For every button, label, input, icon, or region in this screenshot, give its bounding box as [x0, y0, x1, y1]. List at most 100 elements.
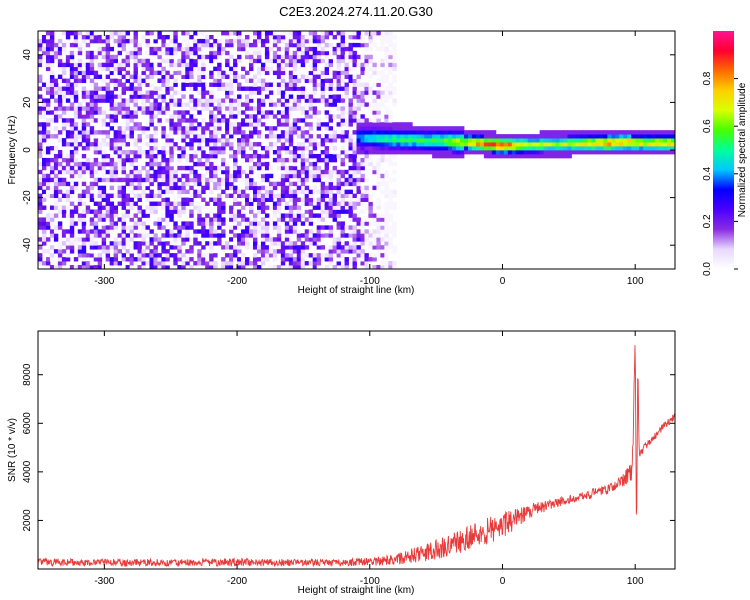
spectrogram-cell: [165, 74, 170, 79]
spectrogram-cell: [213, 98, 218, 103]
spectrogram-cell: [49, 110, 55, 115]
spectrogram-cell: [324, 209, 330, 214]
spectrogram-cell: [328, 78, 334, 83]
spectrogram-cell: [133, 38, 138, 44]
spectrogram-cell: [320, 142, 326, 147]
spectrogram-cell: [53, 110, 59, 115]
spectrogram-cell: [296, 94, 302, 99]
spectrogram-cell: [229, 213, 234, 218]
spectrogram-cell: [217, 209, 222, 214]
spectrogram-cell: [348, 245, 353, 250]
spectrogram-cell: [129, 201, 134, 206]
spectrogram-cell: [388, 153, 393, 159]
spectrogram-cell: [105, 94, 111, 99]
spectrogram-cell: [129, 229, 134, 234]
spectrogram-cell: [372, 245, 377, 250]
spectrogram-cell: [503, 150, 509, 155]
spectrogram-cell: [113, 114, 119, 119]
spectrogram-cell: [117, 106, 123, 111]
spectrogram-cell: [245, 237, 250, 242]
spectrogram-cell: [125, 122, 130, 127]
spectrogram-cell: [503, 146, 509, 151]
spectrogram-cell: [197, 82, 202, 87]
spectrogram-cell: [344, 138, 349, 143]
spectrogram-cell: [615, 138, 620, 143]
spectrogram-cell: [312, 138, 318, 143]
spectrogram-cell: [145, 225, 150, 230]
spectrogram-cell: [49, 78, 55, 83]
spectrogram-cell: [256, 245, 262, 250]
spectrogram-cell: [340, 86, 345, 91]
spectrogram-cell: [69, 102, 75, 107]
spectrogram-cell: [65, 169, 71, 175]
spectrogram-cell: [475, 134, 481, 139]
spectrogram-cell: [133, 54, 138, 60]
spectrogram-cell: [348, 173, 353, 179]
spectrogram-cell: [324, 86, 330, 91]
spectrogram-cell: [105, 74, 111, 79]
spectrogram-cell: [360, 126, 365, 131]
spectrogram-cell: [121, 221, 126, 226]
spectrogram-cell: [77, 102, 83, 107]
spectrogram-cell: [113, 106, 119, 111]
spectrogram-cell: [380, 265, 385, 269]
spectrogram-cell: [272, 237, 278, 242]
spectrogram-cell: [348, 110, 353, 115]
spectrogram-cell: [475, 130, 481, 135]
spectrogram-cell: [109, 217, 115, 222]
spectrogram-cell: [109, 165, 115, 171]
spectrogram-cell: [181, 50, 186, 56]
spectrogram-cell: [280, 197, 286, 202]
spectrogram-cell: [201, 185, 206, 191]
spectrogram-cell: [384, 229, 389, 234]
spectrogram-cell: [320, 58, 326, 64]
spectrogram-cell: [93, 74, 99, 79]
spectrogram-cell: [583, 142, 588, 147]
spectrogram-cell: [125, 225, 130, 230]
spectrogram-cell: [217, 138, 222, 143]
spectrogram-cell: [264, 257, 270, 262]
spectrogram-cell: [81, 193, 87, 198]
spectrogram-cell: [221, 118, 226, 123]
spectrogram-cell: [344, 94, 349, 99]
spectrogram-cell: [388, 130, 393, 135]
spectrogram-cell: [292, 38, 298, 44]
spectrogram-cell: [113, 110, 119, 115]
spectrogram-cell: [252, 217, 258, 222]
spectrogram-cell: [153, 193, 158, 198]
spectrogram-cell: [81, 146, 87, 151]
spectrogram-cell: [73, 42, 79, 48]
spectrogram-cell: [356, 34, 361, 40]
spectrogram-cell: [384, 217, 389, 222]
spectrogram-cell: [189, 237, 194, 242]
spectrogram-cell: [241, 241, 246, 246]
spectrogram-cell: [129, 114, 134, 119]
spectrogram-cell: [444, 142, 449, 147]
spectrogram-cell: [256, 201, 262, 206]
spectrogram-cell: [41, 150, 47, 155]
spectrogram-cell: [233, 62, 238, 68]
spectrogram-cell: [276, 58, 282, 64]
spectrogram-cell: [324, 66, 330, 72]
spectrogram-cell: [543, 150, 548, 155]
spectrogram-cell: [292, 58, 298, 64]
spectrogram-cell: [209, 82, 214, 87]
spectrogram-cell: [209, 74, 214, 79]
spectrogram-cell: [133, 90, 138, 95]
spectrogram-cell: [221, 257, 226, 262]
spectrogram-cell: [304, 193, 310, 198]
spectrogram-cell: [205, 54, 210, 60]
spectrogram-cell: [201, 245, 206, 250]
spectrogram-cell: [241, 102, 246, 107]
spectrogram-cell: [153, 142, 158, 147]
spectrogram-cell: [161, 213, 166, 218]
spectrogram-cell: [185, 34, 190, 40]
spectrogram-cell: [89, 130, 95, 135]
spectrogram-cell: [603, 134, 608, 139]
spectrogram-cell: [169, 185, 174, 191]
spectrogram-cell: [308, 66, 314, 72]
spectrogram-cell: [229, 237, 234, 242]
spectrogram-cell: [53, 86, 59, 91]
spectrogram-cell: [217, 193, 222, 198]
spectrogram-cell: [312, 165, 318, 171]
